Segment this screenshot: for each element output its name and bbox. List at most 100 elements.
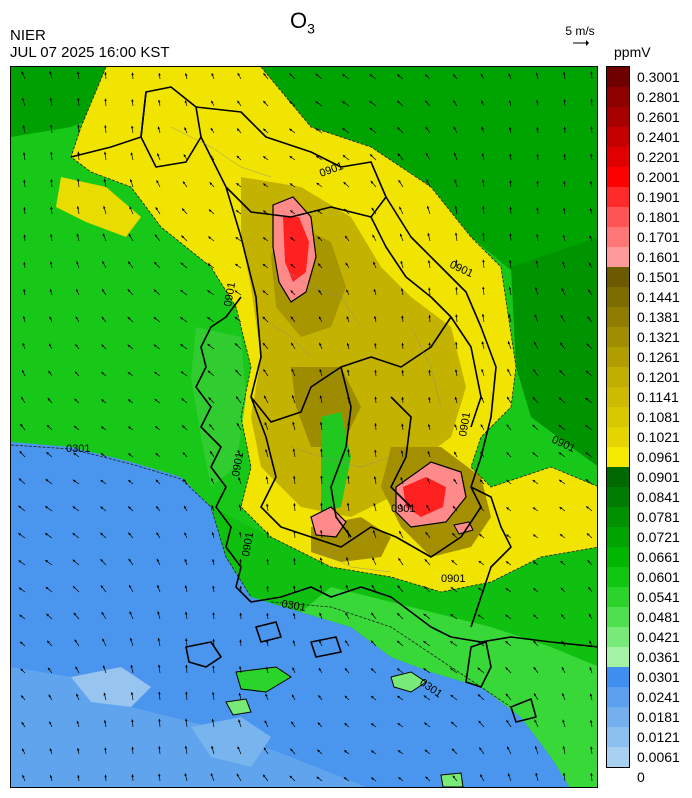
wind-vector-head — [207, 370, 211, 374]
wind-vector-head — [131, 719, 134, 722]
wind-vector-head — [532, 424, 536, 428]
contour-label: 0901 — [441, 573, 465, 585]
wind-vector-head — [506, 534, 509, 537]
sea-region — [11, 442, 570, 787]
legend-label: 0.0181 — [637, 709, 680, 725]
island-outline-2 — [255, 621, 282, 643]
wind-vector-head — [21, 71, 24, 75]
legend-label: 0.2001 — [637, 169, 680, 185]
wind-vector-head — [76, 289, 79, 292]
wind-vector-head — [264, 422, 267, 426]
wind-vector-head — [238, 692, 242, 696]
wind-vector-head — [180, 290, 184, 293]
wind-vector-head — [156, 558, 160, 562]
wind-vector-head — [128, 233, 132, 237]
wind-vector-head — [101, 316, 105, 320]
wind-vector-head — [450, 641, 453, 644]
island-south-1 — [235, 666, 292, 693]
wind-vector-head — [181, 398, 185, 401]
legend-label: 0.3001 — [637, 69, 680, 85]
wind-vector-head — [127, 372, 131, 375]
wind-vector-head — [534, 719, 537, 723]
subdistrict-border-5 — [310, 546, 392, 573]
wind-vector-head — [292, 640, 296, 643]
wind-vector-head — [453, 152, 457, 156]
wind-vector-head — [239, 559, 242, 562]
wind-vector-head — [589, 640, 592, 644]
legend-swatch — [607, 567, 629, 588]
wind-vector-head — [235, 263, 238, 267]
wind-vector-head — [291, 368, 294, 372]
wind-vector-head — [47, 667, 51, 671]
wind-vector-head — [103, 206, 106, 209]
wind-vector-head — [130, 664, 133, 668]
wind-vector-head — [561, 640, 564, 644]
wind-vector-head — [532, 480, 536, 483]
wind-vector-head — [536, 207, 539, 210]
wind-vector-head — [371, 612, 374, 616]
wind-vector-head — [371, 585, 375, 588]
wind-vector-head — [315, 128, 319, 131]
wind-vector-head — [211, 718, 215, 722]
wind-vector-head — [23, 234, 26, 238]
wind-vector-head — [451, 560, 455, 563]
wind-vector-head — [266, 585, 269, 589]
wind-vector-head — [48, 694, 52, 698]
wind-vector-head — [290, 210, 293, 213]
south-coastline — [250, 586, 597, 648]
wind-vector-head — [319, 369, 322, 372]
wind-vector-head — [157, 637, 161, 641]
wind-vector-head — [22, 316, 26, 319]
wind-vector-head — [585, 479, 589, 482]
wind-vector-head — [509, 260, 512, 263]
wind-vector-head — [344, 668, 348, 671]
wind-vector-head — [185, 718, 188, 722]
wind-vector-head — [50, 151, 53, 155]
wind-vector-head — [401, 370, 404, 373]
wind-vector-head — [508, 313, 511, 317]
island-outline-1 — [185, 641, 222, 668]
wind-vector-head — [590, 181, 593, 184]
wind-vector-head — [239, 612, 242, 616]
wind-vector-head — [292, 421, 295, 425]
wind-vector-head — [342, 101, 345, 104]
wind-vector-head — [372, 557, 375, 561]
wind-vector-head — [158, 718, 161, 722]
wind-vector-head — [45, 533, 48, 536]
wind-vector-head — [505, 667, 509, 670]
wind-vector-head — [46, 613, 50, 617]
wind-vector-head — [239, 666, 242, 669]
wind-vector-head — [264, 720, 267, 724]
province-border-central — [225, 186, 482, 428]
wind-vector-head — [371, 777, 374, 780]
wind-vector-head — [373, 261, 376, 265]
wind-vector-head — [101, 426, 104, 429]
wind-vector-head — [153, 344, 157, 348]
wind-vector-head — [262, 290, 266, 293]
unit-label: ppmV — [614, 44, 651, 60]
legend-label: 0.1261 — [637, 349, 680, 365]
wind-vector-head — [23, 261, 26, 265]
wind-vector-head — [563, 72, 566, 75]
wind-vector-head — [477, 667, 481, 671]
wind-vector-head — [534, 693, 537, 697]
wind-vector-head — [291, 721, 294, 725]
north-coastline — [70, 91, 147, 158]
legend-label: 0.1801 — [637, 209, 680, 225]
wind-vector-head — [454, 396, 458, 400]
wind-vector-head — [317, 722, 321, 726]
wind-vector-head — [397, 74, 400, 77]
ozone-map: 0301 0301 0301 0901 0901 0901 0901 0901 … — [10, 66, 598, 788]
wind-vector-head — [50, 234, 53, 237]
legend-swatch — [607, 307, 629, 328]
wind-vector-head — [452, 533, 455, 536]
wind-vector-head — [75, 344, 78, 347]
contour-line-0301-south — [270, 601, 512, 708]
wind-vector-head — [210, 155, 213, 158]
legend-label: 0.0901 — [637, 469, 680, 485]
wind-vector-head — [371, 750, 374, 753]
color-legend-bar — [606, 66, 630, 768]
wind-vector-head — [563, 181, 566, 184]
wind-vector-head — [182, 452, 186, 455]
hotspot-north-red — [283, 217, 309, 282]
